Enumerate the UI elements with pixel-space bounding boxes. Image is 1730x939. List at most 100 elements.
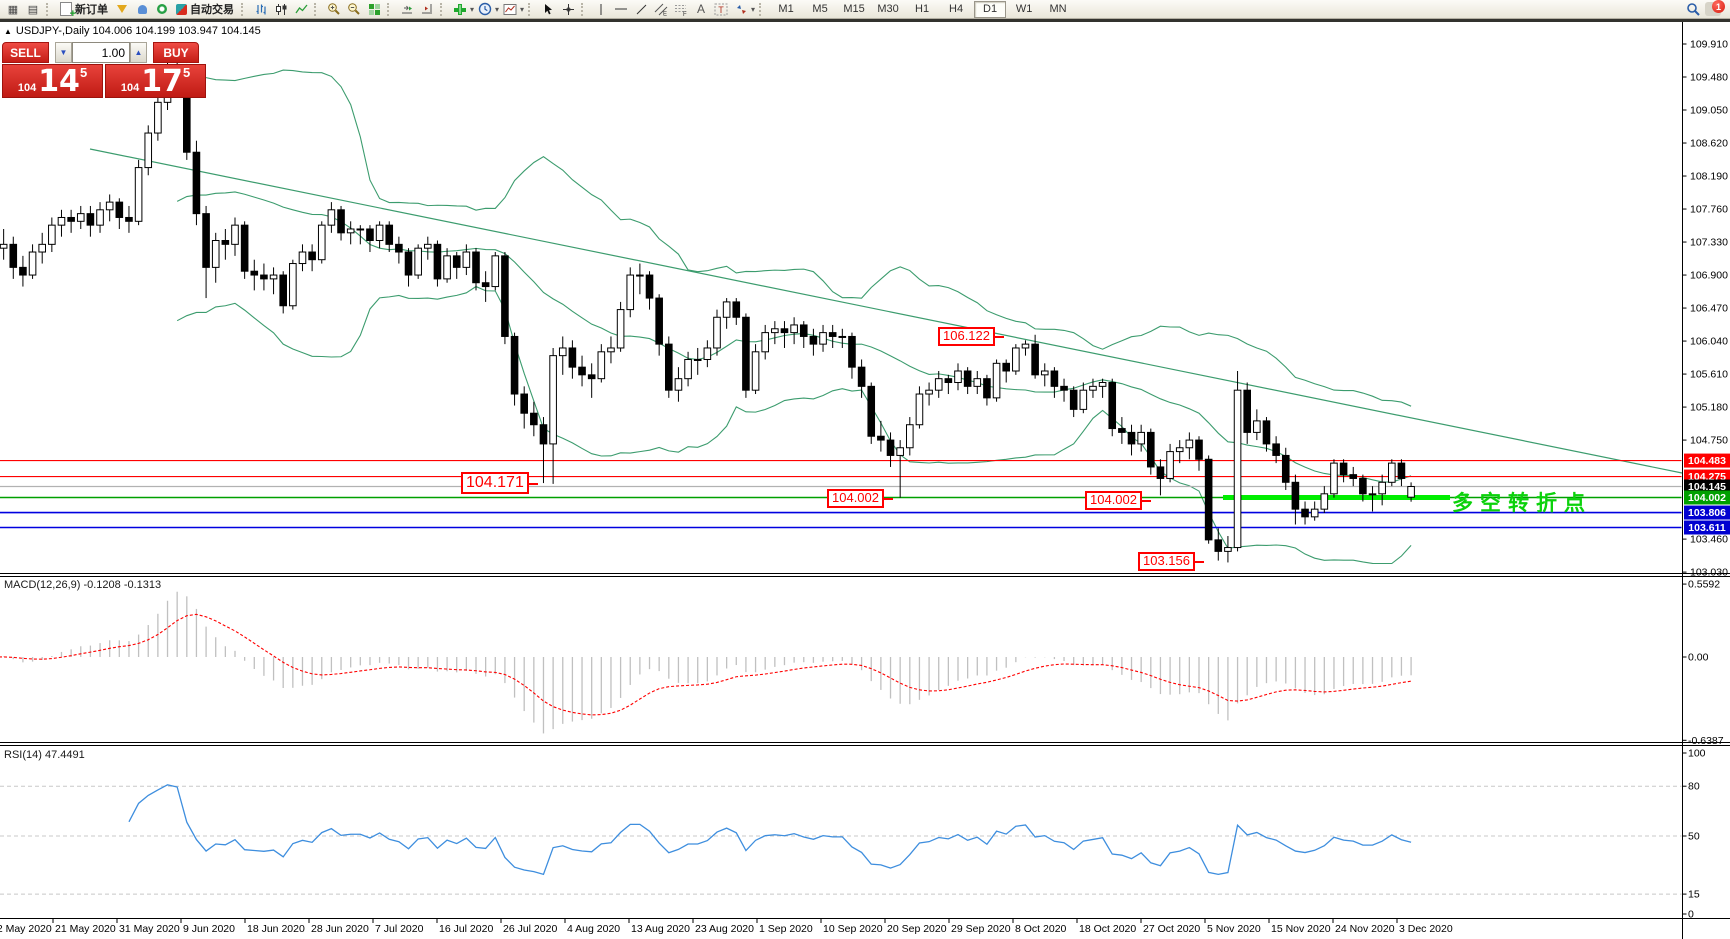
timeframe-m30[interactable]: M30 (877, 3, 899, 15)
annotation-104002-sep[interactable]: 104.002 (827, 489, 893, 508)
candle (1031, 343, 1039, 376)
symbol-info: ▲ USDJPY-,Daily 104.006 104.199 103.947 1… (4, 25, 261, 37)
text-icon[interactable]: A (697, 2, 706, 16)
candle (857, 366, 866, 387)
buy-price-box[interactable]: 104 17 5 (105, 64, 206, 98)
trendline-icon[interactable] (631, 1, 651, 17)
candle (240, 224, 249, 272)
candle (963, 370, 972, 387)
timeframe-mn[interactable]: MN (1049, 3, 1067, 15)
annotation-104171[interactable]: 104.171 (461, 472, 538, 495)
candle (761, 332, 770, 353)
indicators-icon[interactable] (450, 1, 470, 17)
price-tick: 106.040 (1690, 336, 1728, 348)
macd-tick: 0.00 (1688, 652, 1709, 664)
candle (1040, 370, 1049, 376)
price-tick: 106.470 (1690, 303, 1728, 315)
periods-icon[interactable] (475, 1, 495, 17)
notifications-icon[interactable]: 1 (1705, 0, 1725, 16)
candle (9, 243, 18, 268)
expand-arrow-icon[interactable]: ▲ (4, 27, 12, 36)
one-click-trading-panel: SELL ▼ 1.00 ▲ BUY 104 14 5 104 17 5 (2, 42, 208, 98)
cursor-icon[interactable] (538, 1, 558, 17)
indicators-dropdown[interactable]: ▾ (470, 4, 475, 14)
arrows-dropdown[interactable]: ▾ (751, 4, 756, 14)
timeframe-h4[interactable]: H4 (949, 3, 964, 15)
annotation-103156[interactable]: 103.156 (1138, 552, 1204, 571)
zoom-in-icon[interactable] (324, 1, 344, 17)
volume-increase-button[interactable]: ▲ (130, 42, 147, 63)
new-order-button[interactable]: 新订单 (56, 1, 112, 19)
candle (1185, 439, 1194, 449)
chart-profiles-icon[interactable]: ▤ (27, 3, 39, 16)
auto-scroll-icon[interactable] (397, 1, 417, 17)
candle (385, 224, 394, 245)
price-tick: 103.460 (1690, 534, 1728, 546)
timeframe-d1[interactable]: D1 (974, 0, 1007, 18)
timeframe-m15[interactable]: M15 (843, 3, 865, 15)
autotrading-button[interactable]: 自动交易 (172, 1, 238, 17)
templates-icon[interactable] (500, 1, 520, 17)
date-tick: 16 Jul 2020 (439, 923, 493, 935)
volume-decrease-button[interactable]: ▼ (55, 42, 72, 63)
rsi-tick: 0 (1688, 909, 1694, 921)
search-icon[interactable] (1686, 2, 1701, 17)
date-tick: 3 Dec 2020 (1399, 923, 1453, 935)
tile-windows-icon[interactable] (364, 1, 384, 17)
sell-button[interactable]: SELL (2, 42, 49, 63)
buy-button[interactable]: BUY (153, 42, 199, 63)
svg-text:T: T (718, 5, 724, 15)
zoom-out-icon[interactable] (344, 1, 364, 17)
timeframe-w1[interactable]: W1 (1015, 3, 1033, 15)
candlestick-chart-icon[interactable] (271, 1, 291, 17)
candle (1175, 447, 1184, 453)
rsi-tick: 80 (1688, 781, 1700, 793)
accounts-icon[interactable] (132, 1, 152, 17)
candle (915, 393, 924, 426)
candle (1320, 493, 1329, 510)
volume-input[interactable]: 1.00 (72, 42, 130, 63)
candle (1204, 458, 1213, 541)
candle (1147, 431, 1155, 468)
candle (877, 435, 885, 441)
buy-price-main: 17 (141, 64, 183, 99)
candle (578, 366, 586, 376)
candle (665, 343, 673, 391)
candle (771, 328, 779, 334)
date-tick: 15 Nov 2020 (1271, 923, 1331, 935)
signals-icon[interactable] (152, 1, 172, 17)
date-tick: 13 Aug 2020 (631, 923, 690, 935)
date-tick: 7 Jul 2020 (375, 923, 424, 935)
sell-price-box[interactable]: 104 14 5 (2, 64, 103, 98)
timeframe-m1[interactable]: M1 (778, 3, 794, 15)
chart-shift-icon[interactable] (417, 1, 437, 17)
timeframe-h1[interactable]: H1 (915, 3, 930, 15)
sell-price-pip: 5 (79, 65, 88, 80)
macd-tick: 0.5592 (1688, 579, 1720, 591)
text-label-icon[interactable]: T (711, 1, 731, 17)
crosshair-icon[interactable] (558, 1, 578, 17)
candle (1349, 474, 1358, 479)
templates-dropdown[interactable]: ▾ (520, 4, 525, 14)
horizontal-line-icon[interactable] (611, 1, 631, 17)
vertical-line-icon[interactable] (591, 1, 611, 17)
line-chart-icon[interactable] (291, 1, 311, 17)
alerts-icon[interactable] (112, 1, 132, 17)
timeframe-m5[interactable]: M5 (812, 3, 828, 15)
candle (1330, 462, 1338, 495)
annotation-106122[interactable]: 106.122 (938, 327, 1004, 346)
candle (1156, 466, 1165, 479)
candle (1118, 428, 1126, 433)
new-chart-icon[interactable]: ▦ (7, 3, 19, 16)
buy-price-pip: 5 (182, 65, 191, 80)
periods-dropdown[interactable]: ▾ (495, 4, 500, 14)
price-badge: 103.611 (1688, 522, 1726, 534)
bar-chart-icon[interactable] (251, 1, 271, 17)
fibonacci-icon[interactable]: F (671, 1, 691, 17)
arrows-icon[interactable] (731, 1, 751, 17)
annotation-104002-oct[interactable]: 104.002 (1085, 491, 1151, 510)
turning-point-label[interactable]: 多空转折点 (1452, 492, 1592, 515)
equidistant-channel-icon[interactable]: E (651, 1, 671, 17)
